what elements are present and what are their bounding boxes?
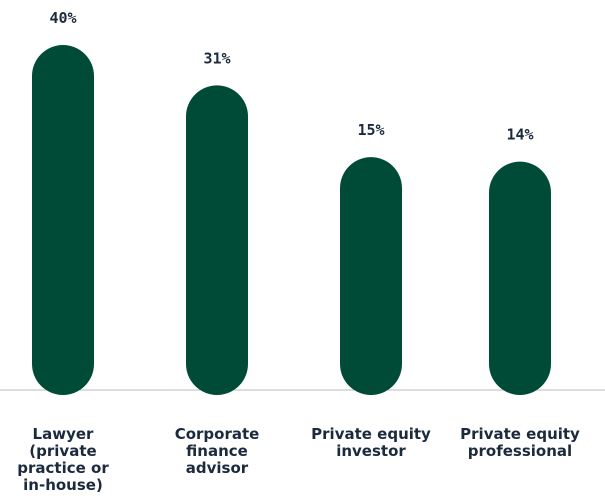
value-label: 40%	[49, 9, 76, 27]
bar	[489, 161, 551, 395]
bar	[186, 85, 248, 395]
bar	[340, 157, 402, 395]
x-tick-label: Private equity investor	[311, 425, 431, 460]
value-label: 31%	[203, 49, 230, 67]
x-tick-label: Lawyer (private practice or in-house)	[17, 425, 109, 494]
x-tick-label: Corporate finance advisor	[174, 425, 260, 477]
bar	[32, 45, 94, 395]
value-label: 14%	[506, 126, 533, 144]
value-label: 15%	[357, 121, 384, 139]
x-tick-label: Private equity professional	[460, 425, 580, 460]
